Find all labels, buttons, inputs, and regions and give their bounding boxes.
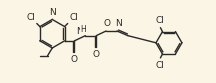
Text: H: H — [80, 25, 86, 34]
Text: Cl: Cl — [69, 13, 78, 22]
Text: O: O — [71, 55, 78, 64]
Text: N: N — [76, 27, 83, 36]
Text: N: N — [115, 19, 122, 28]
Text: Cl: Cl — [26, 13, 35, 22]
Text: N: N — [49, 8, 56, 17]
Text: O: O — [104, 19, 111, 28]
Text: O: O — [93, 50, 100, 59]
Text: Cl: Cl — [156, 16, 164, 25]
Text: Cl: Cl — [156, 61, 164, 70]
